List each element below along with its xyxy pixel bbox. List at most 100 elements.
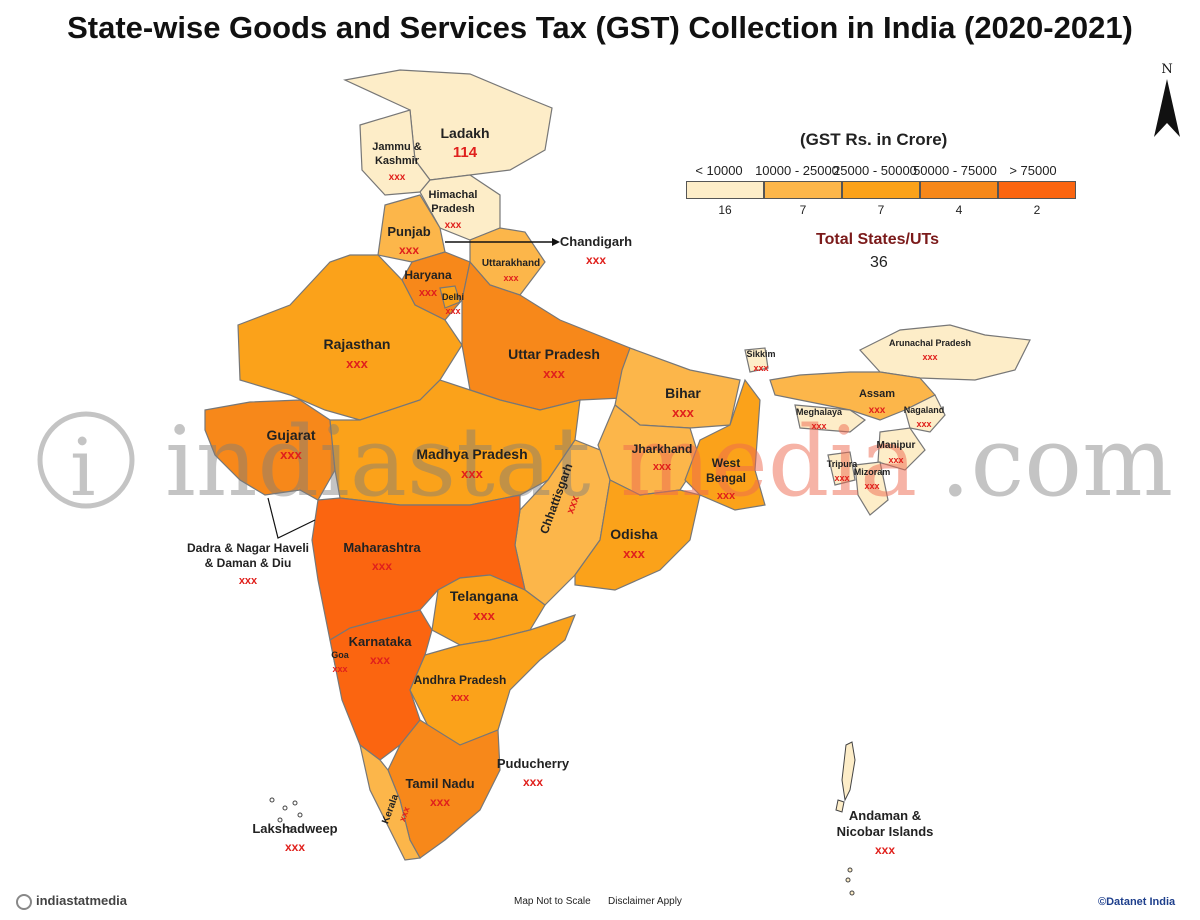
region-name: Nicobar Islands xyxy=(837,824,934,839)
legend-count-0: 16 xyxy=(718,203,732,217)
region-value: xxx xyxy=(285,840,305,854)
brand-logo-icon xyxy=(16,893,32,910)
region-name: Haryana xyxy=(404,268,452,282)
region-name: Delhi xyxy=(442,292,464,302)
region-name: Maharashtra xyxy=(343,540,421,555)
region-value: xxx xyxy=(543,366,565,381)
svg-text:i: i xyxy=(70,421,96,514)
region-name: Tripura xyxy=(827,459,859,469)
region-name: Goa xyxy=(331,650,349,660)
region-name: Andaman & xyxy=(849,808,921,823)
region-value: xxx xyxy=(523,775,543,789)
chandigarh-arrow xyxy=(552,238,560,246)
region-value: xxx xyxy=(864,481,879,491)
north-arrow-icon xyxy=(1154,79,1180,137)
region-mizoram[interactable] xyxy=(854,461,889,516)
total-label: Total States/UTs xyxy=(816,231,939,248)
region-kerala[interactable] xyxy=(359,743,421,861)
region-value: xxx xyxy=(430,795,450,809)
region-manipur[interactable] xyxy=(877,427,926,471)
region-himachal-pradesh[interactable] xyxy=(419,174,501,241)
region-label-odisha: Odisha xxx xyxy=(610,526,658,561)
region-label-mizoram: Mizoram xxx xyxy=(854,467,891,491)
region-label-telangana: Telangana xxx xyxy=(450,588,518,623)
legend-count-2: 7 xyxy=(877,203,885,217)
footer-brand-text: indiastatmedia xyxy=(36,893,128,908)
region-name: Nagaland xyxy=(904,405,945,415)
region-name: Dadra & Nagar Haveli xyxy=(187,541,309,555)
region-label-tripura: Tripura xxx xyxy=(827,459,859,483)
region-delhi[interactable] xyxy=(439,285,461,309)
region-value: xxx xyxy=(239,575,258,587)
region-value: xxx xyxy=(445,220,462,231)
region-meghalaya[interactable] xyxy=(794,404,867,433)
region-name: Mizoram xyxy=(854,467,891,477)
region-name: Puducherry xyxy=(497,756,570,771)
legend-count-1: 7 xyxy=(799,203,807,217)
region-value: xxx xyxy=(399,243,419,257)
region-west-bengal[interactable] xyxy=(684,378,766,511)
region-value: xxx xyxy=(811,421,826,431)
region-value: xxx xyxy=(888,455,903,465)
region-label-puducherry: Puducherry xxx xyxy=(497,756,570,789)
region-value: xxx xyxy=(346,356,368,371)
region-sikkim[interactable] xyxy=(744,347,769,373)
region-label-jammu-kashmir: Jammu & Kashmir xxx xyxy=(372,141,422,183)
region-name: Manipur xyxy=(877,440,916,451)
legend-range-0: < 10000 xyxy=(695,163,743,178)
region-value: xxx xyxy=(875,843,895,857)
region-name: Himachal xyxy=(429,189,478,201)
region-value: xxx xyxy=(503,273,518,283)
region-label-himachal-pradesh: Himachal Pradesh xxx xyxy=(429,189,478,231)
footer-disclaimer[interactable]: Disclaimer Apply xyxy=(608,896,682,907)
legend-range-2: 25000 - 50000 xyxy=(833,163,917,178)
region-value: xxx xyxy=(586,253,606,267)
region-label-uttarakhand: Uttarakhand xxx xyxy=(482,258,540,283)
region-arunachal-pradesh[interactable] xyxy=(859,324,1031,381)
region-telangana[interactable] xyxy=(431,574,546,646)
region-name: Jharkhand xyxy=(632,442,693,456)
region-label-chandigarh: Chandigarh xxx xyxy=(560,234,632,267)
region-name: Telangana xyxy=(450,588,518,604)
region-label-haryana: Haryana xxx xyxy=(404,268,452,299)
region-uttar-pradesh[interactable] xyxy=(461,260,631,411)
region-label-jharkhand: Jharkhand xxx xyxy=(632,442,693,473)
legend-swatch-0 xyxy=(686,181,764,199)
region-nagaland[interactable] xyxy=(904,394,946,433)
region-name: Bengal xyxy=(706,471,746,485)
watermark-part1: indiastat xyxy=(165,406,591,518)
region-value: xxx xyxy=(419,287,438,299)
region-name: Assam xyxy=(859,388,895,400)
lakshadweep-islands xyxy=(269,797,303,833)
legend-swatch-4 xyxy=(998,181,1076,199)
legend-count-3: 4 xyxy=(955,203,963,217)
region-label-gujarat: Gujarat xxx xyxy=(266,427,315,462)
region-value: xxx xyxy=(389,172,406,183)
region-name: Odisha xyxy=(610,526,658,542)
region-odisha[interactable] xyxy=(574,479,701,591)
region-name: Gujarat xyxy=(266,427,315,443)
region-label-nagaland: Nagaland xxx xyxy=(904,405,945,429)
region-name: & Daman & Diu xyxy=(205,556,292,570)
region-tripura[interactable] xyxy=(827,451,856,486)
region-name: Ladakh xyxy=(440,125,489,141)
region-name: Punjab xyxy=(387,224,430,239)
legend-count-4: 2 xyxy=(1033,203,1041,217)
region-name: Uttar Pradesh xyxy=(508,346,600,362)
watermark-part2: media xyxy=(620,406,917,518)
region-karnataka[interactable] xyxy=(329,609,433,761)
region-label-goa: Goa xxx xyxy=(331,650,349,674)
region-label-tamil-nadu: Tamil Nadu xxx xyxy=(405,776,474,809)
region-name: Uttarakhand xyxy=(482,258,540,269)
region-label-ladakh: Ladakh 114 xyxy=(440,125,489,161)
region-value: xxx xyxy=(869,405,886,416)
legend-range-3: 50000 - 75000 xyxy=(913,163,997,178)
region-gujarat[interactable] xyxy=(204,399,336,501)
map-title: State-wise Goods and Services Tax (GST) … xyxy=(67,10,1133,45)
north-arrow: N xyxy=(1152,62,1182,144)
region-name: Lakshadweep xyxy=(252,821,337,836)
region-label-uttar-pradesh: Uttar Pradesh xxx xyxy=(508,346,600,381)
region-value: xxx xyxy=(623,546,645,561)
